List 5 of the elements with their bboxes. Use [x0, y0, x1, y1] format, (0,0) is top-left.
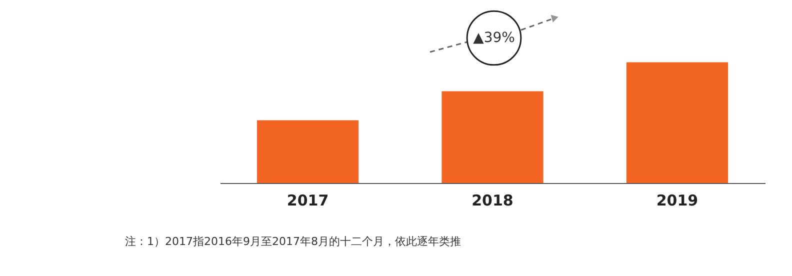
- x-tick-label: 2017: [286, 192, 329, 210]
- x-tick-label: 2018: [472, 192, 514, 210]
- text: 注：1）2017指2016年9月至2017年8月的十二个月，依此逐年类推: [125, 235, 461, 248]
- text: ▲39%: [473, 30, 515, 46]
- x-tick-label: 2019: [656, 192, 698, 210]
